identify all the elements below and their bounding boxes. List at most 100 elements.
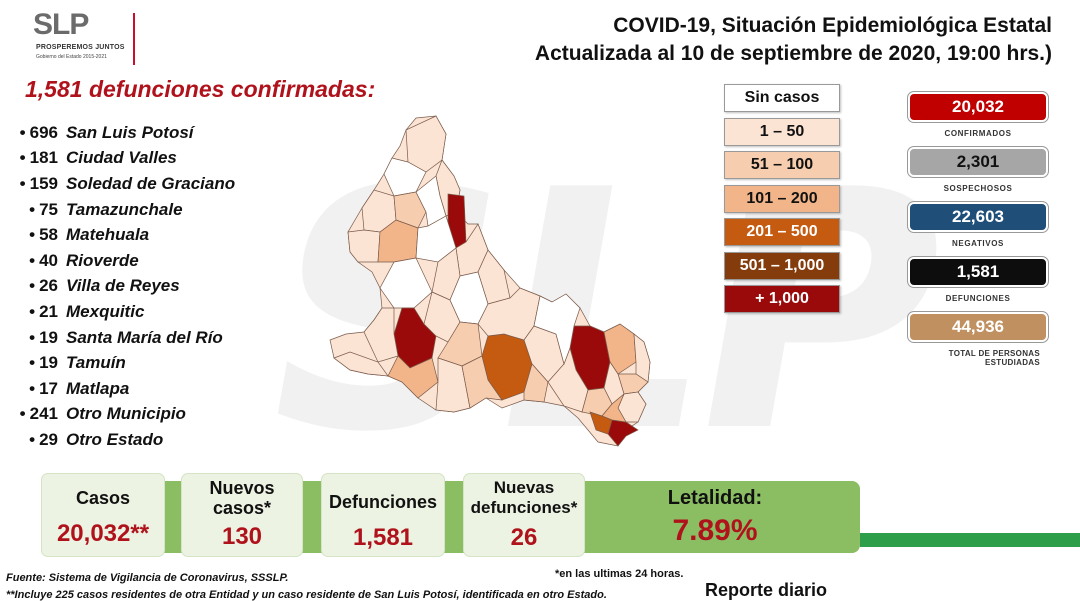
title-line-1: COVID-19, Situación Epidemiológica Estat…	[613, 14, 1052, 37]
municipality-deaths-count: 159	[8, 174, 66, 194]
page-title: COVID-19, Situación Epidemiológica Estat…	[535, 12, 1052, 68]
stats-panel: 20,032 CONFIRMADOS 2,301 SOSPECHOSOS 22,…	[908, 92, 1048, 367]
map-region-huasteca7	[601, 393, 627, 423]
municipality-deaths-count: 181	[8, 148, 66, 168]
municipality-name: Matehuala	[66, 225, 150, 245]
summary-band	[42, 481, 860, 553]
municipality-deaths-count: 241	[8, 404, 66, 424]
title-line-2: Actualizada al 10 de septiembre de 2020,…	[534, 42, 1052, 65]
new-cases-value: 130	[221, 523, 263, 550]
last-24h-note: *en las ultimas 24 horas.	[555, 568, 684, 580]
legend-item: Sin casos	[724, 84, 840, 112]
municipality-deaths-count: 29	[8, 430, 66, 450]
cases-label: Casos	[75, 488, 131, 508]
map-region-matlapa	[589, 411, 613, 435]
municipality-name: Santa María del Río	[66, 327, 223, 347]
logo-divider	[133, 13, 135, 65]
legend-item: 101 – 200	[724, 184, 840, 213]
municipality-name: Otro Estado	[66, 429, 164, 449]
municipality-deaths-count: 75	[8, 200, 66, 220]
state-map	[328, 112, 668, 452]
municipality-name: Mexquitic	[66, 301, 145, 321]
confirmed-label: CONFIRMADOS	[944, 129, 1012, 138]
slp-logo: SLP PROSPEREMOS JUNTOS Gobierno del Esta…	[33, 8, 133, 66]
suspected-label: SOSPECHOSOS	[943, 184, 1013, 193]
cases-value: 20,032**	[56, 520, 150, 547]
map-region-west	[347, 229, 381, 263]
municipality-name: Ciudad Valles	[66, 148, 177, 168]
municipality-deaths-count: 26	[8, 276, 66, 296]
new-cases-label: Nuevos casos*	[209, 478, 275, 518]
municipality-name: Rioverde	[66, 250, 139, 270]
lethality-value: 7.89%	[672, 514, 758, 547]
negative-label: NEGATIVOS	[952, 239, 1004, 248]
deaths-heading: 1,581 defunciones confirmadas:	[25, 76, 376, 102]
logo-slogan: PROSPEREMOS JUNTOS	[36, 44, 125, 51]
legend-item: + 1,000	[724, 285, 840, 313]
municipality-name: Villa de Reyes	[66, 276, 180, 296]
residency-note: **Incluye 225 casos residentes de otra E…	[6, 589, 607, 601]
legend-item: 201 – 500	[724, 218, 840, 246]
map-region-nw2	[393, 191, 427, 229]
studied-label: TOTAL DE PERSONAS ESTUDIADAS	[948, 349, 1040, 367]
municipality-deaths-count: 21	[8, 302, 66, 322]
municipality-name: Tamazunchale	[66, 199, 183, 219]
map-legend: Sin casos 1 – 50 51 – 100 101 – 200 201 – 50…	[724, 84, 840, 319]
new-deaths-value: 26	[510, 524, 538, 551]
municipality-name: Tamuín	[66, 353, 126, 373]
negative-box: 22,603	[908, 202, 1048, 232]
logo-text: SLP	[33, 8, 89, 41]
deaths-label: DEFUNCIONES	[945, 294, 1011, 303]
map-region-east3	[523, 363, 549, 403]
municipality-name: San Luis Potosí	[66, 122, 194, 142]
logo-government: Gobierno del Estado 2015-2021	[36, 54, 107, 60]
studied-box: 44,936	[908, 312, 1048, 342]
municipality-deaths-count: 58	[8, 225, 66, 245]
municipality-deaths-count: 19	[8, 353, 66, 373]
card-lethality: Letalidad: 7.89%	[602, 474, 828, 556]
map-region-vr	[387, 355, 439, 399]
municipality-deaths-count: 40	[8, 251, 66, 271]
card-cases: Casos 20,032**	[42, 474, 164, 556]
municipality-name: Matlapa	[66, 378, 130, 398]
municipality-deaths-count: 17	[8, 379, 66, 399]
map-region-sw	[363, 307, 399, 363]
municipality-name: Soledad de Graciano	[66, 173, 236, 193]
legend-item: 51 – 100	[724, 151, 840, 179]
legend-item: 1 – 50	[724, 117, 840, 146]
deaths-card-value: 1,581	[352, 524, 414, 551]
map-svg	[329, 115, 651, 447]
decorative-green-line	[860, 533, 1080, 547]
lethality-label: Letalidad:	[667, 487, 763, 509]
legend-item: 501 – 1,000	[724, 251, 840, 280]
source-note: Fuente: Sistema de Vigilancia de Coronav…	[6, 572, 289, 584]
municipality-name: Otro Municipio	[66, 404, 186, 424]
map-region-smr	[461, 355, 503, 409]
new-deaths-label: Nuevas defunciones*	[470, 478, 578, 517]
municipality-deaths-count: 19	[8, 328, 66, 348]
daily-report-label: Reporte diario	[705, 580, 828, 600]
confirmed-box: 20,032	[908, 92, 1048, 122]
map-region-east4	[533, 293, 581, 366]
card-new-cases: Nuevos casos* 130	[182, 474, 302, 556]
suspected-box: 2,301	[908, 147, 1048, 177]
card-deaths: Defunciones 1,581	[322, 474, 444, 556]
municipality-deaths-count: 696	[8, 123, 66, 143]
deaths-card-label: Defunciones	[328, 492, 438, 512]
deaths-box: 1,581	[908, 257, 1048, 287]
card-new-deaths: Nuevas defunciones* 26	[464, 474, 584, 556]
